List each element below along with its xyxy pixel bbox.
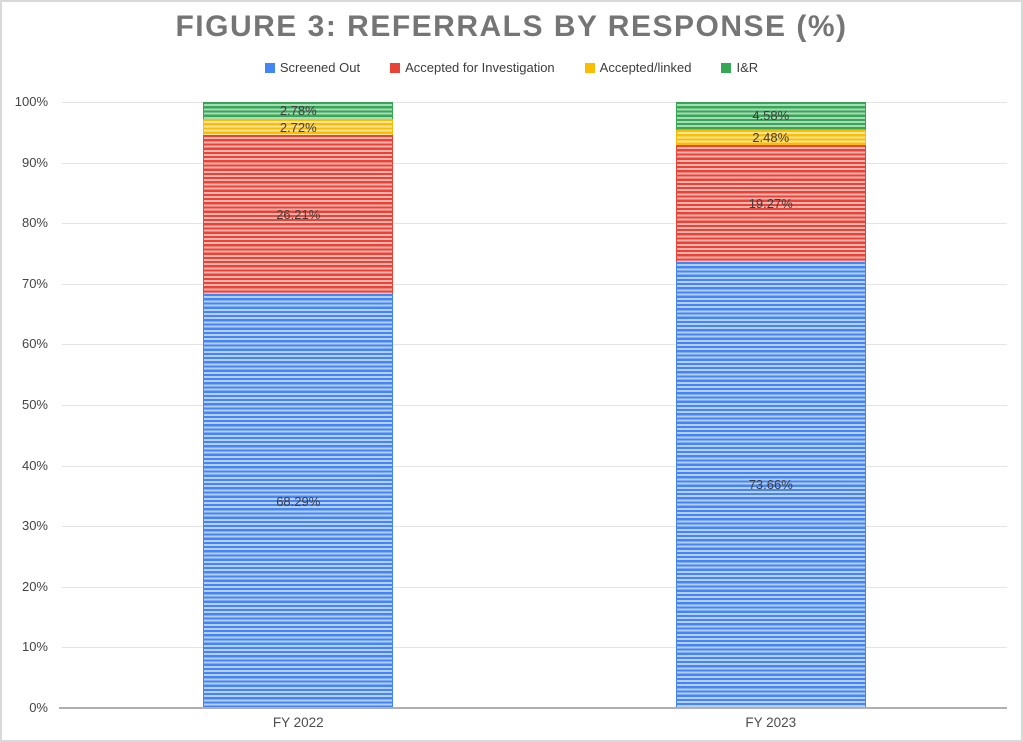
legend-swatch: [584, 62, 595, 73]
gridline: [62, 647, 1007, 649]
bar-segment: 68.29%: [203, 294, 394, 708]
segment-value-label: 26.21%: [276, 207, 321, 223]
y-tick-label: 10%: [21, 639, 48, 655]
bar-segment: 2.78%: [203, 102, 394, 119]
y-tick-label: 40%: [21, 457, 48, 473]
legend-label: I&R: [736, 60, 759, 75]
bar-segment: 2.48%: [675, 129, 866, 145]
y-tick-label: 30%: [21, 518, 48, 534]
segment-value-label: 4.58%: [752, 108, 790, 124]
bar-segment: 4.58%: [675, 102, 866, 130]
bar-segment: 2.72%: [203, 118, 394, 136]
legend-label: Accepted for Investigation: [405, 60, 555, 75]
y-tick-label: 90%: [21, 154, 48, 170]
chart-title: FIGURE 3: REFERRALS BY RESPONSE (%): [175, 10, 848, 43]
gridline: [62, 283, 1007, 285]
segment-value-label: 19.27%: [748, 195, 793, 211]
legend-label: Accepted/linked: [599, 60, 692, 75]
y-tick-label: 0%: [29, 700, 48, 715]
y-tick-label: 70%: [21, 275, 48, 291]
bar-segment: 19.27%: [675, 144, 866, 262]
gridline: [62, 102, 1007, 103]
gridline: [62, 465, 1007, 467]
segment-value-label: 2.48%: [752, 129, 790, 145]
gridline: [62, 223, 1007, 225]
segment-value-label: 68.29%: [276, 493, 321, 509]
gridline: [62, 526, 1007, 528]
segment-value-label: 2.78%: [279, 102, 317, 118]
gridline: [62, 162, 1007, 164]
x-axis-line: [59, 707, 1007, 709]
legend-item: I&R: [721, 60, 758, 75]
legend-item: Screened Out: [264, 60, 361, 75]
segment-value-label: 73.66%: [748, 477, 793, 493]
gridline: [62, 344, 1007, 346]
y-tick-label: 20%: [21, 578, 48, 594]
bar-segment: 73.66%: [675, 261, 866, 708]
y-tick-label: 80%: [21, 215, 48, 231]
chart-legend: Screened Out Accepted for Investigation Ac…: [2, 60, 1021, 75]
y-tick-label: 60%: [21, 336, 48, 352]
y-tick-label: 50%: [21, 397, 48, 412]
y-tick-label: 100%: [14, 94, 48, 109]
category-label: FY 2023: [745, 715, 797, 730]
legend-item: Accepted for Investigation: [390, 60, 555, 75]
legend-swatch: [390, 62, 401, 73]
gridline: [62, 405, 1007, 406]
legend-swatch: [721, 62, 732, 73]
legend-swatch: [264, 62, 275, 73]
gridline: [62, 586, 1007, 588]
legend-label: Screened Out: [279, 60, 361, 75]
legend-item: Accepted/linked: [584, 60, 692, 75]
bar-segment: 26.21%: [203, 135, 394, 295]
segment-value-label: 2.72%: [279, 119, 317, 135]
category-label: FY 2022: [272, 715, 324, 730]
